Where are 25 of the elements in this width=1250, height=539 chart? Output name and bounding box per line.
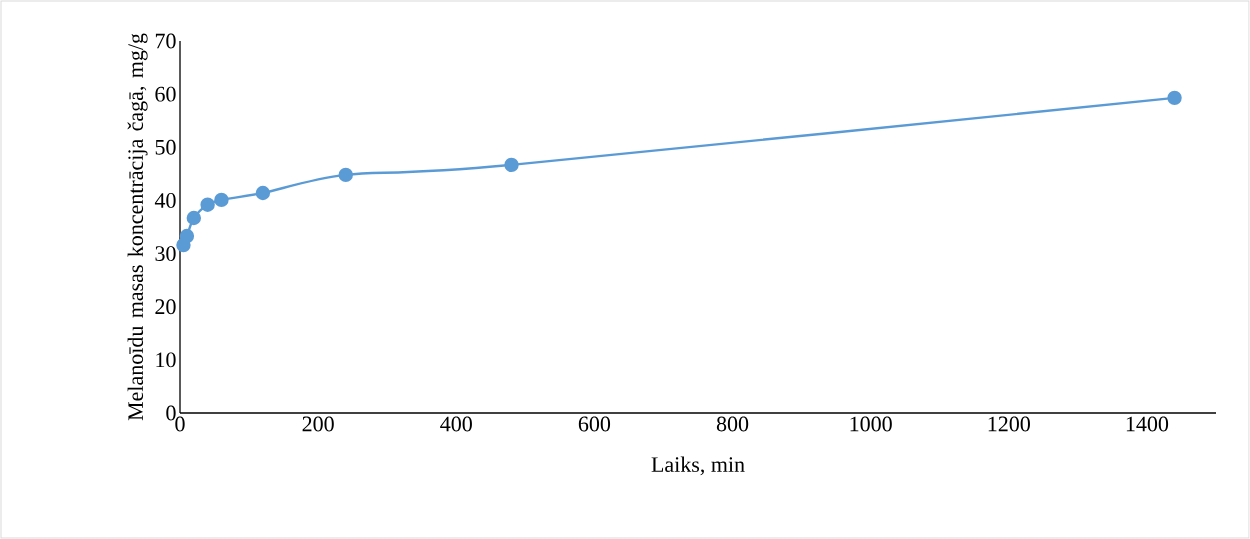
x-tick-label: 400 bbox=[440, 416, 472, 432]
x-tick-label: 600 bbox=[578, 416, 611, 432]
y-tick-label: 60 bbox=[155, 86, 176, 102]
point bbox=[255, 185, 271, 201]
y-tick-label: 50 bbox=[155, 139, 176, 155]
x-tick-label: 200 bbox=[302, 416, 334, 432]
y-tick-label: 30 bbox=[155, 246, 176, 261]
point bbox=[186, 210, 202, 226]
y-tick-label: 70 bbox=[155, 33, 176, 49]
y-tick-label: 0 bbox=[166, 405, 176, 421]
point bbox=[338, 167, 353, 183]
y-tick-label: 10 bbox=[156, 352, 176, 368]
point bbox=[504, 157, 519, 173]
x-tick-label: 1400 bbox=[1126, 416, 1169, 432]
point bbox=[179, 228, 195, 244]
x-axis-title: Laiks, min bbox=[651, 456, 745, 476]
point bbox=[214, 192, 229, 208]
x-tick-label: 800 bbox=[716, 416, 749, 432]
point bbox=[200, 197, 215, 212]
y-axis-title: Melanoīdu masas koncentrācija čagā, mg/g bbox=[127, 33, 148, 421]
point bbox=[1167, 90, 1182, 106]
y-tick-label: 20 bbox=[155, 299, 176, 315]
x-tick-label: 1200 bbox=[988, 416, 1030, 432]
y-tick-label: 40 bbox=[154, 193, 176, 208]
x-tick-label: 1000 bbox=[850, 416, 892, 432]
